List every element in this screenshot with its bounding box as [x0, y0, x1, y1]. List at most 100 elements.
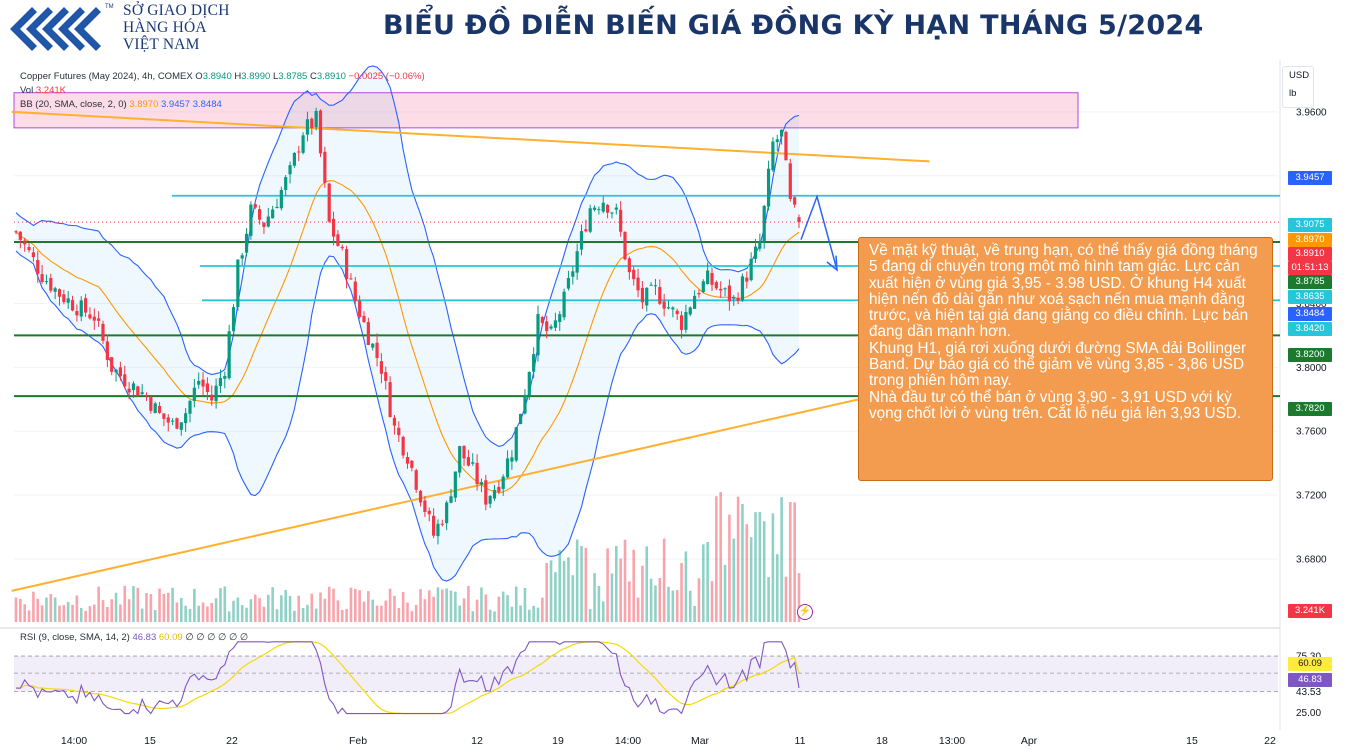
- volume-bar: [575, 539, 579, 622]
- volume-bar: [671, 590, 675, 622]
- candle-body: [471, 462, 475, 464]
- volume-bar: [571, 575, 575, 622]
- candle-body: [784, 131, 788, 161]
- candle-body: [701, 281, 705, 292]
- currency-selector[interactable]: USD lb: [1282, 66, 1314, 108]
- volume-bar: [628, 581, 631, 622]
- volume-bar: [219, 588, 222, 622]
- currency-usd[interactable]: USD: [1289, 70, 1310, 81]
- volume-bar: [462, 598, 466, 622]
- volume-bar: [110, 599, 113, 622]
- volume-bar: [484, 594, 488, 622]
- candle-body: [205, 383, 209, 393]
- candle-body: [345, 249, 349, 280]
- volume-bar: [123, 585, 127, 622]
- volume-bar: [397, 607, 401, 622]
- rsi-pane: [14, 641, 1278, 715]
- volume-bar: [480, 587, 483, 622]
- candle-body: [423, 500, 427, 512]
- volume-bar: [197, 605, 200, 622]
- candle-body: [788, 163, 792, 199]
- unit-lb[interactable]: lb: [1289, 88, 1297, 99]
- price-tag: 46.83: [1288, 673, 1332, 687]
- candle-body: [253, 204, 257, 208]
- volume-bar: [153, 610, 157, 622]
- candle-body: [410, 460, 414, 468]
- volume-bar: [658, 577, 662, 622]
- candle-body: [366, 322, 370, 345]
- candle-body: [418, 490, 423, 503]
- volume-bar: [149, 594, 153, 622]
- candle-body: [562, 291, 566, 318]
- volume-bar: [166, 592, 170, 622]
- candle-body: [501, 476, 505, 489]
- candle-body: [162, 413, 166, 419]
- volume-bar: [667, 586, 670, 622]
- candle-body: [575, 251, 579, 273]
- rsi-tick-label: 43.53: [1296, 687, 1321, 698]
- candlesticks[interactable]: [14, 107, 801, 545]
- volume-bar: [662, 538, 666, 622]
- volume-bar: [506, 595, 509, 622]
- candle-body: [23, 240, 27, 245]
- volume-bar: [62, 605, 66, 622]
- volume-bar: [236, 597, 240, 622]
- volume-bar: [393, 595, 396, 622]
- candle-body: [527, 372, 531, 396]
- volume-bar: [549, 560, 553, 622]
- symbol-label: Copper Futures (May 2024), 4h, COMEX: [20, 71, 193, 82]
- candle-body: [723, 288, 727, 290]
- logo-line-1: SỞ GIAO DỊCH: [123, 2, 230, 19]
- candle-body: [92, 316, 96, 321]
- time-tick-label: 19: [552, 735, 564, 747]
- candle-body: [588, 208, 592, 232]
- volume-bar: [88, 606, 92, 622]
- candle-body: [236, 259, 240, 308]
- candle-body: [301, 135, 305, 153]
- candle-body: [284, 177, 288, 191]
- volume-bar: [427, 590, 431, 622]
- volume-bar: [58, 605, 61, 622]
- candle-body: [653, 285, 658, 287]
- candle-body: [340, 246, 344, 249]
- price-tick-label: 3.6800: [1296, 554, 1327, 565]
- candle-body: [27, 247, 31, 251]
- volume-bar: [523, 587, 527, 622]
- candle-body: [606, 204, 610, 213]
- candle-body: [292, 152, 296, 166]
- price-chart[interactable]: 3.96003.92003.88003.84003.80003.76003.72…: [0, 58, 1348, 755]
- candle-body: [762, 205, 766, 242]
- candle-body: [70, 300, 75, 311]
- candle-body: [758, 241, 762, 249]
- volume-bars: [14, 492, 801, 622]
- volume-bar: [675, 590, 679, 622]
- volume-bar: [275, 609, 279, 622]
- lightning-icon[interactable]: ⚡: [797, 604, 813, 620]
- volume-bar: [702, 544, 705, 622]
- volume-bar: [710, 581, 714, 622]
- candle-body: [218, 377, 223, 387]
- volume-bar: [797, 573, 801, 622]
- change-value: −0.0025 (−0.06%): [348, 71, 425, 82]
- volume-bar: [401, 592, 405, 622]
- volume-bar: [749, 537, 753, 622]
- candle-body: [445, 502, 449, 524]
- candle-body: [462, 445, 466, 459]
- volume-bar: [232, 600, 235, 622]
- time-tick-label: 15: [144, 735, 156, 747]
- candle-body: [40, 274, 44, 283]
- volume-bar: [606, 548, 609, 622]
- candle-body: [458, 446, 462, 473]
- low-label: L: [272, 71, 279, 82]
- rsi-line: [15, 641, 800, 715]
- volume-bar: [201, 602, 205, 622]
- candle-body: [231, 307, 236, 332]
- candle-body: [136, 386, 140, 397]
- candle-body: [601, 202, 605, 212]
- volume-bar: [210, 602, 214, 622]
- candle-body: [571, 271, 575, 277]
- volume-bar: [36, 598, 40, 622]
- candle-body: [540, 317, 544, 323]
- volume-bar: [66, 601, 70, 622]
- price-tag: 3.8910: [1288, 247, 1332, 261]
